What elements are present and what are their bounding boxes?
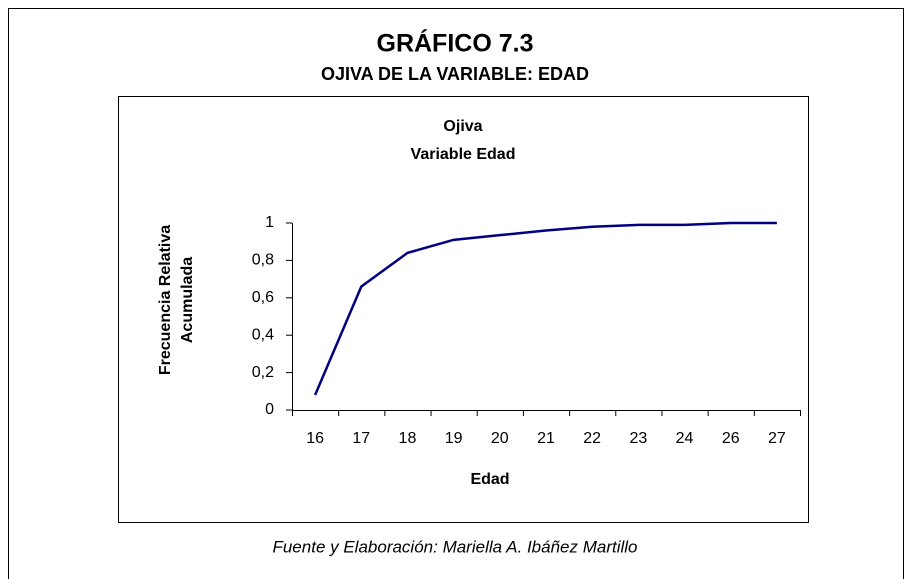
footer: Fuente y Elaboración: Mariella A. Ibáñez… bbox=[272, 537, 637, 556]
x-tick-label: 22 bbox=[583, 430, 601, 447]
y-tick-label: 0,4 bbox=[252, 326, 274, 343]
x-tick-label: 21 bbox=[537, 430, 555, 447]
y-tick-label: 1 bbox=[265, 214, 274, 231]
x-tick-label: 26 bbox=[722, 430, 740, 447]
x-tick-label: 18 bbox=[399, 430, 417, 447]
x-tick-label: 24 bbox=[676, 430, 694, 447]
chart-title: Ojiva bbox=[443, 118, 482, 135]
y-tick-label: 0,6 bbox=[252, 289, 274, 306]
x-tick-label: 16 bbox=[306, 430, 324, 447]
page-title: GRÁFICO 7.3 bbox=[377, 29, 534, 58]
y-tick-label: 0,8 bbox=[252, 252, 274, 269]
y-tick-label: 0,2 bbox=[252, 364, 274, 381]
y-axis-label: Frecuencia Relativa bbox=[157, 225, 174, 375]
chart-frame bbox=[118, 96, 809, 523]
x-axis-label: Edad bbox=[470, 471, 509, 488]
x-tick-label: 20 bbox=[491, 430, 509, 447]
chart-subtitle: Variable Edad bbox=[411, 146, 516, 163]
x-tick-label: 23 bbox=[629, 430, 647, 447]
y-axis-label: Acumulada bbox=[179, 257, 196, 343]
x-tick-label: 17 bbox=[352, 430, 370, 447]
x-tick-label: 19 bbox=[445, 430, 463, 447]
y-tick-label: 0 bbox=[265, 401, 274, 418]
page-subtitle: OJIVA DE LA VARIABLE: EDAD bbox=[321, 64, 589, 84]
data-line bbox=[313, 221, 777, 396]
x-tick-label: 27 bbox=[768, 430, 786, 447]
